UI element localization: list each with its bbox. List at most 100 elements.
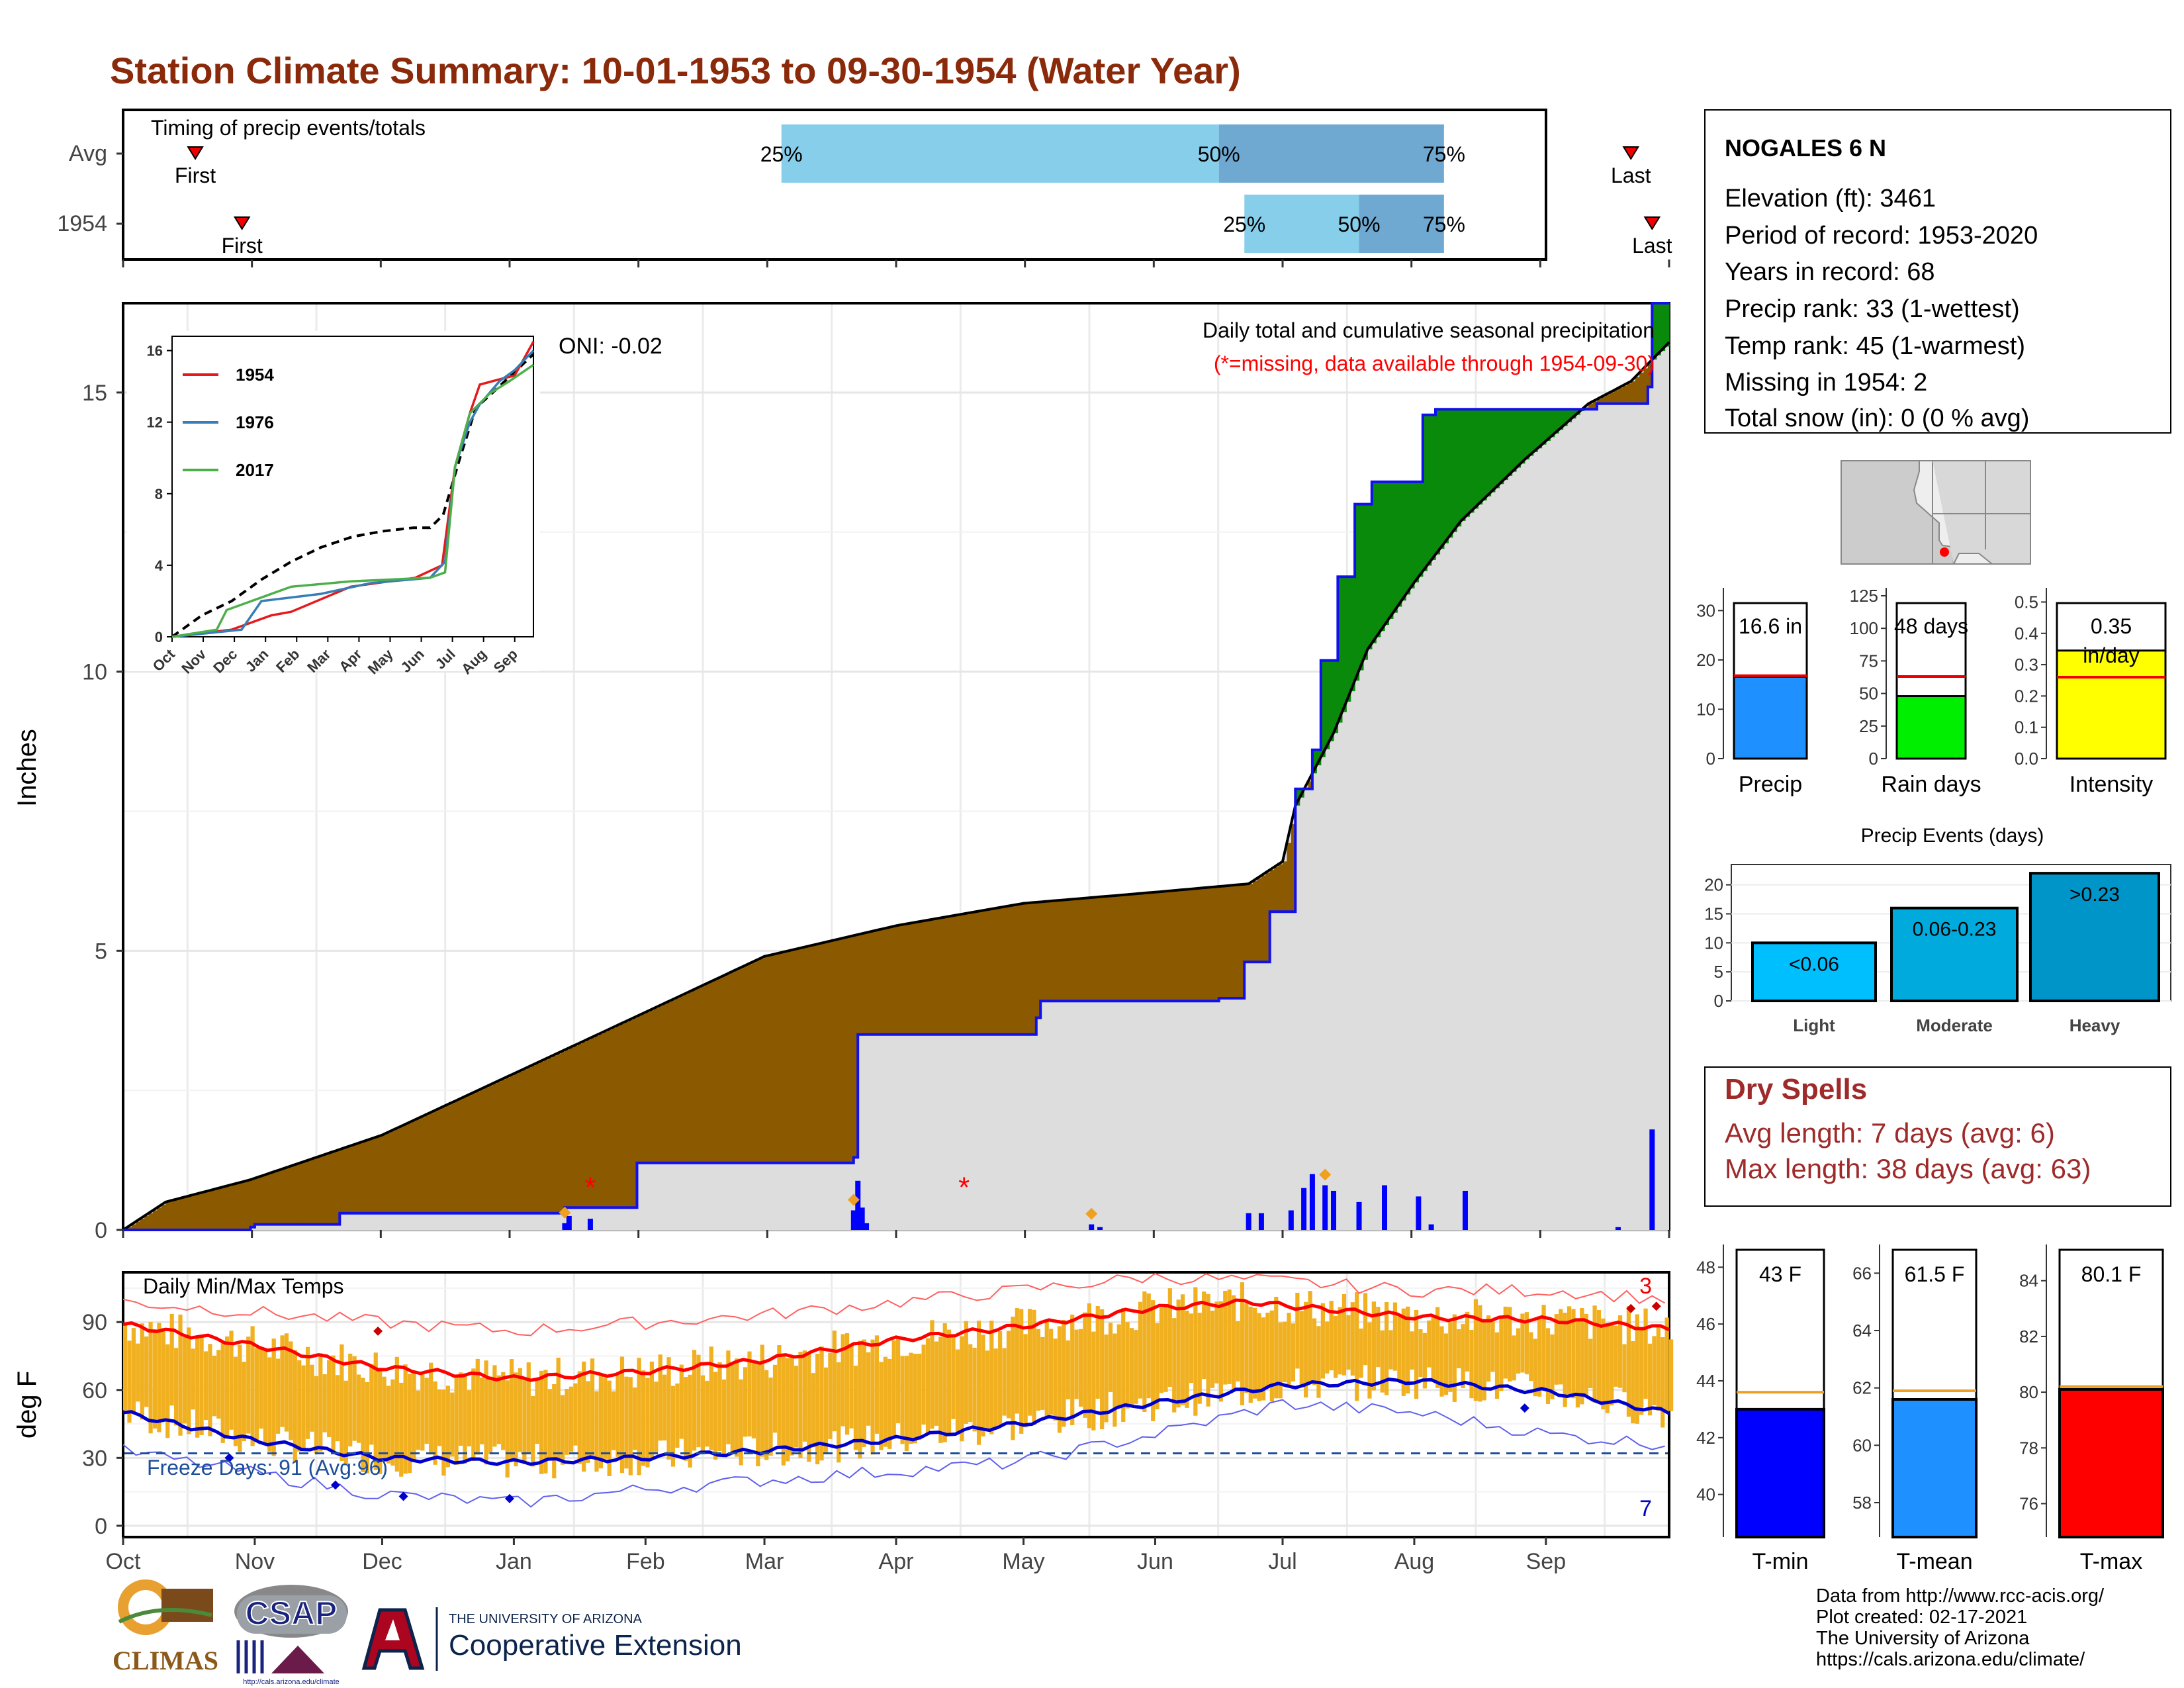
daily-temp-range-bar xyxy=(1291,1323,1296,1382)
tempbar-y-tick-label: 64 xyxy=(1852,1321,1872,1340)
daily-temp-range-bar xyxy=(713,1372,718,1460)
deficit-strip xyxy=(1617,388,1623,404)
daily-temp-range-bar xyxy=(1057,1326,1062,1433)
deficit-strip xyxy=(531,1065,536,1213)
dry-spells-box: Dry Spells Avg length: 7 days (avg: 6) M… xyxy=(1704,1066,2171,1207)
deficit-strip xyxy=(790,950,795,1163)
daily-precip-bar xyxy=(1462,1190,1468,1230)
deficit-strip xyxy=(289,1166,294,1225)
daily-temp-range-bar xyxy=(874,1335,880,1434)
daily-temp-range-bar xyxy=(505,1380,510,1477)
daily-temp-range-bar xyxy=(1376,1307,1381,1368)
deficit-strip xyxy=(590,1037,595,1208)
daily-temp-range-bar xyxy=(229,1331,234,1430)
deficit-strip xyxy=(1159,892,1164,1002)
daily-temp-range-bar xyxy=(212,1356,216,1417)
daily-temp-range-bar xyxy=(369,1364,374,1445)
deficit-strip xyxy=(925,920,931,1035)
deficit-strip xyxy=(1227,885,1232,998)
daily-temp-range-bar xyxy=(688,1374,692,1468)
deficit-strip xyxy=(1257,878,1262,962)
daily-temp-range-bar xyxy=(684,1377,688,1461)
deficit-strip xyxy=(649,1010,655,1163)
deficit-strip xyxy=(1002,907,1007,1035)
events-y-tick-label: 5 xyxy=(1714,962,1723,982)
extreme-event-marker xyxy=(1085,1207,1098,1220)
deficit-strip xyxy=(713,980,719,1163)
daily-temp-range-bar xyxy=(858,1340,862,1459)
daily-temp-range-bar xyxy=(280,1335,285,1427)
deficit-strip xyxy=(675,998,680,1163)
surplus-strip xyxy=(1406,481,1411,595)
deficit-strip xyxy=(1206,887,1211,1002)
daily-temp-range-bar xyxy=(1027,1309,1032,1416)
daily-precip-bar xyxy=(1258,1213,1264,1230)
daily-temp-range-bar xyxy=(1431,1315,1435,1382)
page-title: Station Climate Summary: 10-01-1953 to 0… xyxy=(110,50,1241,91)
daily-temp-range-bar xyxy=(909,1352,913,1444)
daily-temp-range-bar xyxy=(696,1354,701,1448)
deficit-strip xyxy=(514,1073,519,1213)
daily-temp-range-bar xyxy=(492,1365,497,1447)
deficit-strip xyxy=(811,945,816,1163)
daily-temp-range-bar xyxy=(343,1380,348,1466)
deficit-strip xyxy=(917,921,923,1035)
deficit-strip xyxy=(518,1071,523,1213)
daily-temp-range-bar xyxy=(1567,1306,1572,1395)
timing-label-75: 75% xyxy=(1423,212,1465,236)
daily-temp-range-bar xyxy=(772,1364,778,1433)
events-bar xyxy=(2029,872,2160,1002)
daily-temp-range-bar xyxy=(717,1362,722,1452)
daily-temp-range-bar xyxy=(633,1387,637,1450)
daily-temp-range-bar xyxy=(1584,1313,1588,1397)
daily-temp-range-bar xyxy=(407,1374,412,1474)
daily-temp-range-bar xyxy=(1172,1318,1177,1413)
deficit-strip xyxy=(1244,884,1250,962)
station-snow: Total snow (in): 0 (0 % avg) xyxy=(1725,404,2029,432)
daily-temp-range-bar xyxy=(700,1375,705,1452)
month-tick-label: Feb xyxy=(626,1549,665,1574)
summary-y-tick-label: 0.3 xyxy=(2015,655,2038,675)
daily-precip-bar xyxy=(850,1210,856,1230)
timing-bar-50-75 xyxy=(1359,195,1444,253)
daily-temp-range-bar xyxy=(539,1370,544,1474)
daily-temp-range-bar xyxy=(879,1362,884,1450)
average-min-line xyxy=(122,1377,1670,1466)
deficit-strip xyxy=(658,1006,663,1163)
daily-temp-range-bar xyxy=(1388,1330,1393,1370)
deficit-strip xyxy=(535,1063,540,1213)
daily-temp-range-bar xyxy=(484,1360,488,1465)
daily-temp-range-bar xyxy=(195,1338,200,1438)
inset-y-tick-label: 16 xyxy=(147,343,163,359)
deficit-strip xyxy=(238,1183,243,1230)
daily-temp-range-bar xyxy=(989,1320,994,1434)
daily-temp-range-bar xyxy=(161,1328,165,1421)
missing-day-marker: * xyxy=(584,1171,596,1203)
daily-temp-range-bar xyxy=(1610,1325,1614,1405)
daily-temp-range-bar xyxy=(1019,1309,1024,1434)
deficit-strip xyxy=(1601,397,1606,404)
daily-temp-range-bar xyxy=(1236,1321,1240,1382)
daily-temp-range-bar xyxy=(1465,1311,1470,1372)
daily-temp-range-bar xyxy=(1066,1340,1070,1399)
daily-temp-range-bar xyxy=(382,1376,387,1459)
daily-temp-range-bar xyxy=(1529,1332,1533,1382)
daily-temp-range-bar xyxy=(1325,1321,1330,1374)
deficit-strip xyxy=(1240,884,1245,998)
station-period: Period of record: 1953-2020 xyxy=(1725,222,2038,250)
daily-temp-range-bar xyxy=(1490,1321,1495,1372)
daily-temp-range-bar xyxy=(543,1370,548,1474)
daily-temp-range-bar xyxy=(467,1390,472,1447)
deficit-strip xyxy=(318,1156,324,1225)
deficit-strip xyxy=(1626,383,1631,404)
surplus-strip xyxy=(1661,303,1666,352)
tempbar-y-tick-label: 60 xyxy=(1852,1435,1872,1455)
surplus-strip xyxy=(1350,577,1355,692)
deficit-strip xyxy=(565,1049,570,1208)
daily-temp-range-bar xyxy=(552,1383,557,1479)
daily-temp-range-bar xyxy=(488,1376,493,1454)
daily-temp-range-bar xyxy=(1206,1293,1210,1407)
deficit-strip xyxy=(254,1178,259,1225)
daily-precip-bar xyxy=(1428,1224,1434,1230)
summary-y-tick-label: 0 xyxy=(1706,749,1715,769)
